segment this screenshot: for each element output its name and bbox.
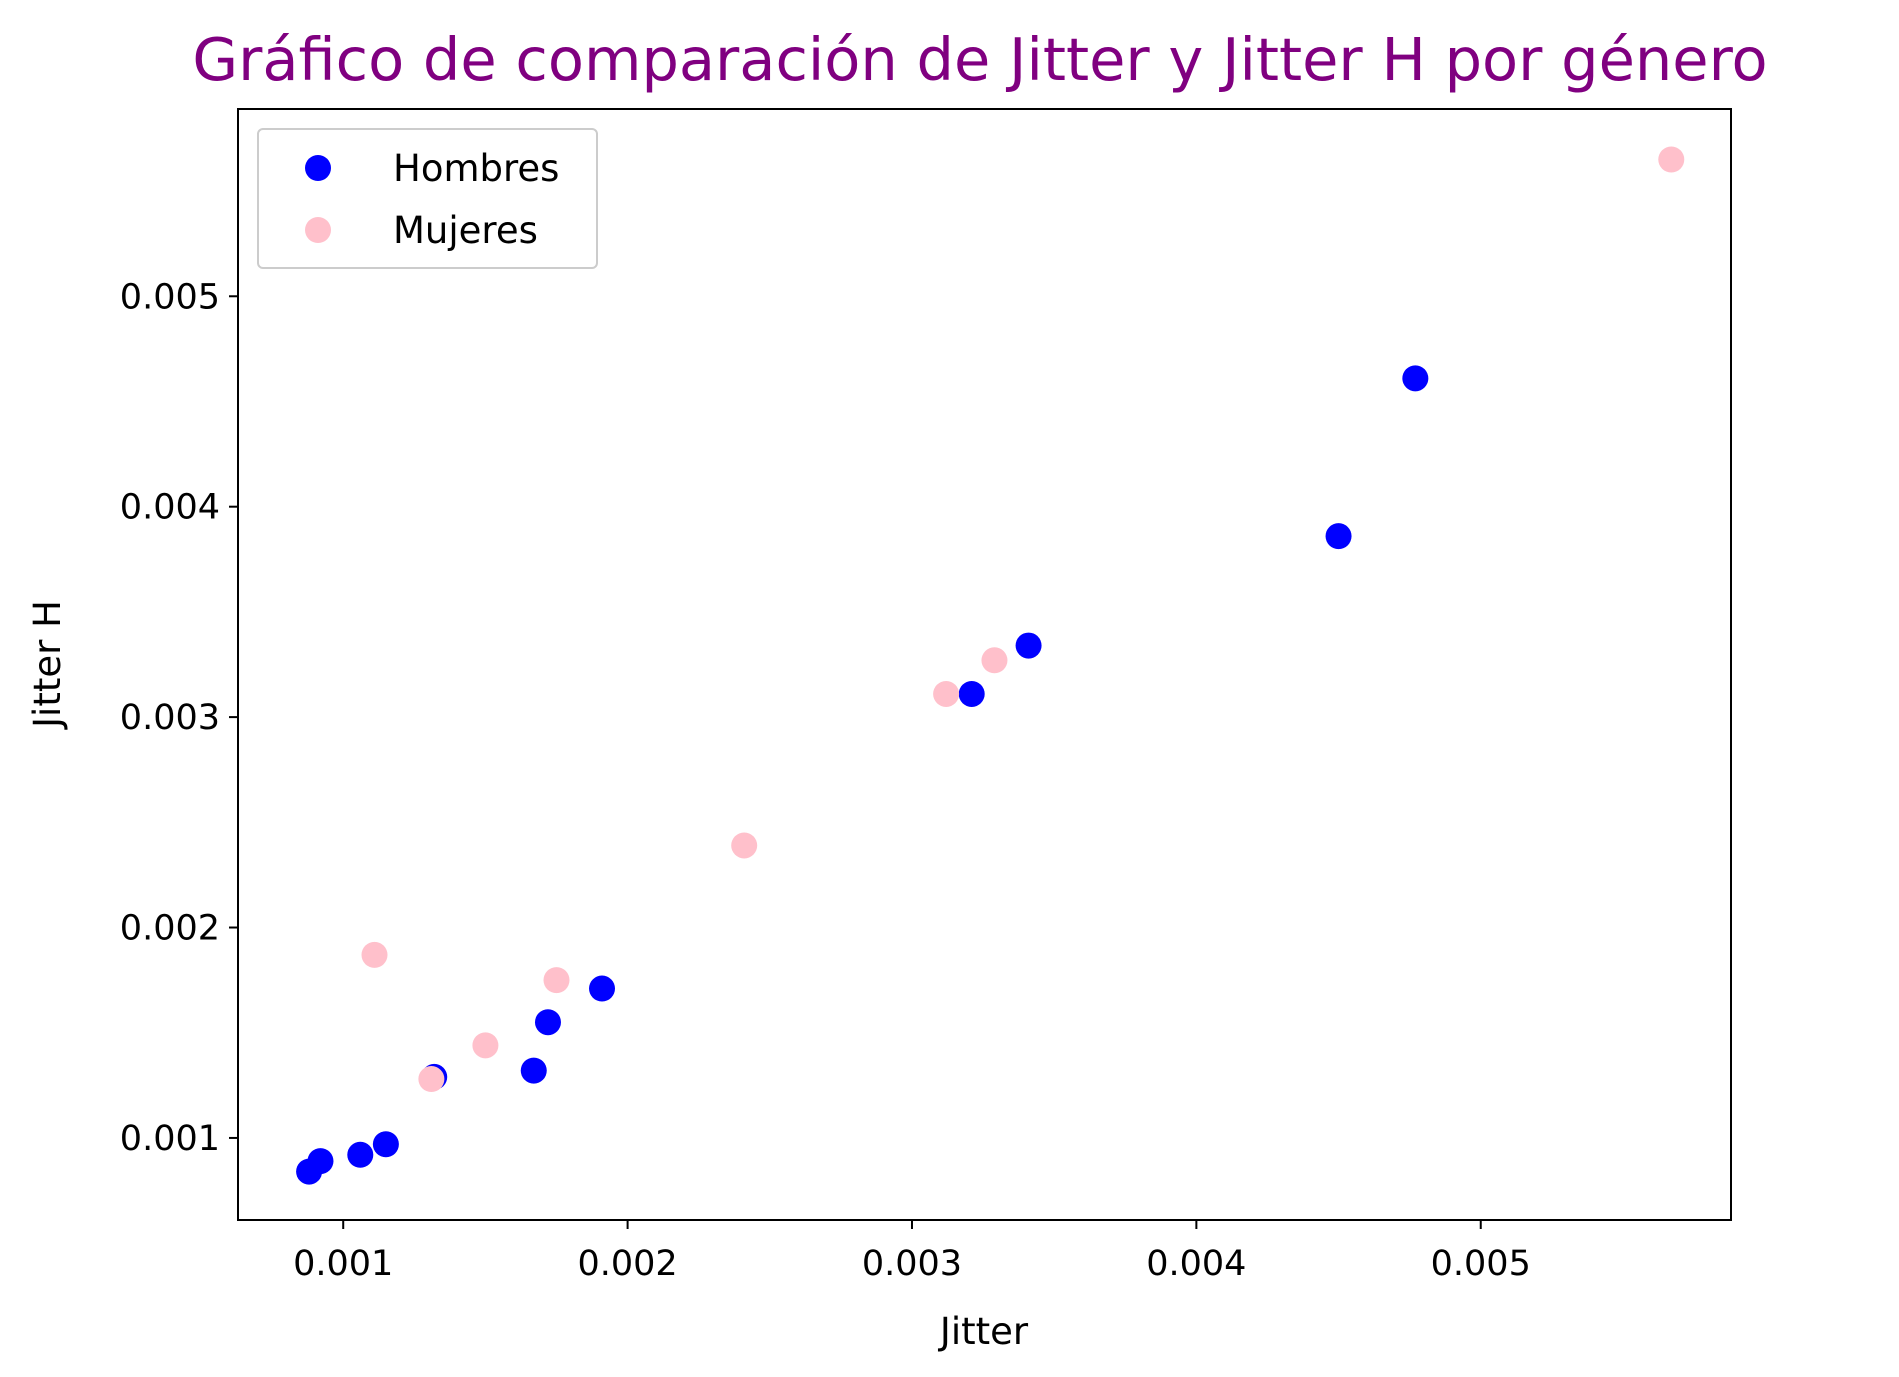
data-point-hombres-5 xyxy=(520,1057,547,1084)
legend: Hombres Mujeres xyxy=(257,128,598,269)
data-point-hombres-3 xyxy=(372,1131,399,1158)
data-point-hombres-2 xyxy=(347,1141,374,1168)
data-point-mujeres-1 xyxy=(418,1066,445,1093)
y-tick-label: 0.004 xyxy=(120,488,220,528)
legend-marker-mujeres xyxy=(305,217,331,243)
data-point-mujeres-2 xyxy=(472,1032,499,1059)
x-tick-label: 0.004 xyxy=(1146,1244,1246,1284)
data-point-hombres-6 xyxy=(534,1009,561,1036)
data-point-hombres-9 xyxy=(1015,632,1042,659)
x-tick-label: 0.001 xyxy=(293,1244,393,1284)
y-axis-label: Jitter H xyxy=(26,600,69,730)
data-point-hombres-1 xyxy=(307,1148,334,1175)
data-point-mujeres-4 xyxy=(731,832,758,859)
data-point-mujeres-5 xyxy=(933,680,960,707)
x-axis-label: Jitter xyxy=(938,1310,1029,1353)
y-tick-label: 0.005 xyxy=(120,277,220,317)
legend-label-hombres: Hombres xyxy=(393,147,559,190)
chart-title: Gráfico de comparación de Jitter y Jitte… xyxy=(192,25,1767,94)
data-point-hombres-8 xyxy=(958,680,985,707)
legend-marker-hombres xyxy=(305,155,331,181)
y-tick-label: 0.002 xyxy=(120,909,220,949)
data-point-mujeres-0 xyxy=(361,941,388,968)
x-tick-label: 0.002 xyxy=(578,1244,678,1284)
data-point-mujeres-6 xyxy=(981,647,1008,674)
x-tick-label: 0.005 xyxy=(1431,1244,1531,1284)
y-tick-label: 0.003 xyxy=(120,698,220,738)
data-point-hombres-7 xyxy=(589,975,616,1002)
x-tick-label: 0.003 xyxy=(862,1244,962,1284)
y-tick-label: 0.001 xyxy=(120,1119,220,1159)
legend-label-mujeres: Mujeres xyxy=(393,209,538,252)
data-point-hombres-10 xyxy=(1325,523,1352,550)
legend-box xyxy=(257,128,598,269)
data-point-mujeres-3 xyxy=(543,967,570,994)
data-point-mujeres-7 xyxy=(1658,146,1685,173)
plot-area-frame xyxy=(237,108,1732,1221)
data-point-hombres-11 xyxy=(1402,365,1429,392)
